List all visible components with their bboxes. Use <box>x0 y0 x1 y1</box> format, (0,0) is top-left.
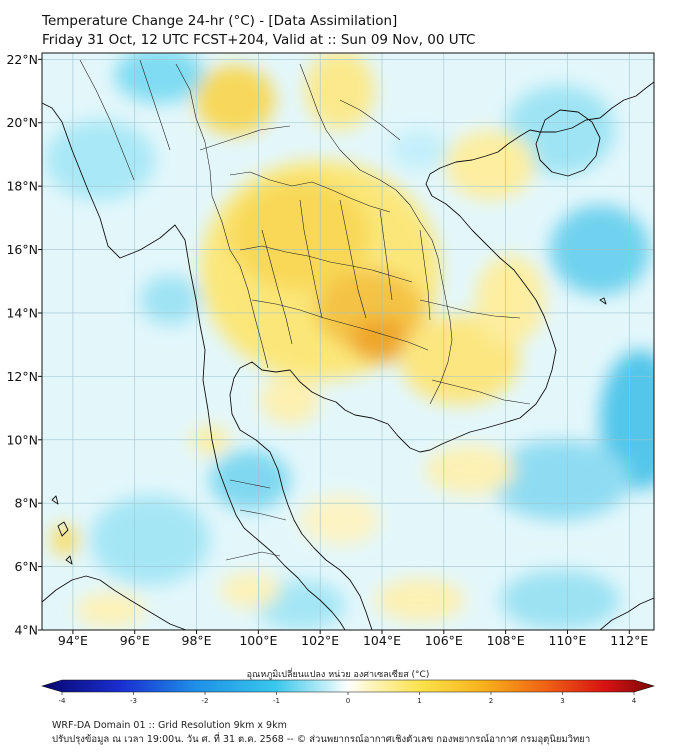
footer-line-1: WRF-DA Domain 01 :: Grid Resolution 9km … <box>52 720 287 731</box>
latitude-tick-label: 14°N <box>6 305 38 320</box>
colorbar-tick-label: -1 <box>273 697 280 705</box>
latitude-tick-label: 20°N <box>6 115 38 130</box>
latitude-tick-label: 6°N <box>14 559 38 574</box>
footer-line-2: ปรับปรุงข้อมูล ณ เวลา 19:00น. วัน ศ. ที่… <box>52 734 591 745</box>
temperature-field <box>42 53 654 630</box>
colorbar: -4 -3 -2 -1 0 1 2 3 4 <box>40 679 656 705</box>
longitude-tick-label: 98°E <box>182 633 212 648</box>
sumatra-coast <box>42 575 187 630</box>
hainan-island <box>535 109 601 177</box>
longitude-tick-label: 106°E <box>425 633 463 648</box>
colorbar-tick-label: 1 <box>417 697 421 705</box>
longitude-tick-label: 100°E <box>239 633 277 648</box>
map-title: Temperature Change 24-hr (°C) - [Data As… <box>42 12 475 50</box>
colorbar-tick-label: 2 <box>489 697 493 705</box>
latitude-tick-label: 16°N <box>6 242 38 257</box>
latitude-tick-label: 8°N <box>14 496 38 511</box>
latitude-tick-label: 12°N <box>6 369 38 384</box>
nicobar-islands <box>51 495 73 565</box>
longitude-tick-label: 94°E <box>58 633 88 648</box>
colorbar-ticks: -4 -3 -2 -1 0 1 2 3 4 <box>59 692 637 705</box>
colorbar-tick-label: -2 <box>202 697 209 705</box>
longitude-tick-label: 102°E <box>301 633 339 648</box>
latitude-labels: 22°N 20°N 18°N 16°N 14°N 12°N 10°N 8°N 6°N 4°N <box>6 52 42 638</box>
graticule <box>42 53 654 630</box>
province-boundaries <box>79 59 531 561</box>
latitude-tick-label: 4°N <box>14 623 38 638</box>
colorbar-bar <box>40 679 656 693</box>
longitude-labels: 94°E 96°E 98°E 100°E 102°E 104°E 106°E 108°E 110… <box>58 630 648 648</box>
coastlines <box>42 81 654 630</box>
borneo-coast <box>599 597 654 630</box>
colorbar-tick-label: 4 <box>632 697 637 705</box>
small-islands <box>599 297 607 305</box>
longitude-tick-label: 104°E <box>363 633 401 648</box>
colorbar-tick-label: 3 <box>560 697 564 705</box>
latitude-tick-label: 18°N <box>6 179 38 194</box>
colorbar-tick-label: 0 <box>346 697 350 705</box>
colorbar-tick-label: -3 <box>130 697 137 705</box>
colorbar-title: อุณหภูมิเปลี่ยนแปลง หน่วย องศาเซลเซียส (… <box>246 670 430 680</box>
latitude-tick-label: 10°N <box>6 432 38 447</box>
longitude-tick-label: 112°E <box>610 633 648 648</box>
footer: WRF-DA Domain 01 :: Grid Resolution 9km … <box>52 719 590 747</box>
mainland-coast <box>42 81 654 630</box>
latitude-tick-label: 22°N <box>6 52 38 67</box>
title-line-2: Friday 31 Oct, 12 UTC FCST+204, Valid at… <box>42 32 476 48</box>
longitude-tick-label: 96°E <box>120 633 150 648</box>
longitude-tick-label: 110°E <box>548 633 586 648</box>
longitude-tick-label: 108°E <box>487 633 525 648</box>
colorbar-tick-label: -4 <box>59 697 67 705</box>
title-line-1: Temperature Change 24-hr (°C) - [Data As… <box>42 13 398 29</box>
map-frame <box>41 52 655 631</box>
